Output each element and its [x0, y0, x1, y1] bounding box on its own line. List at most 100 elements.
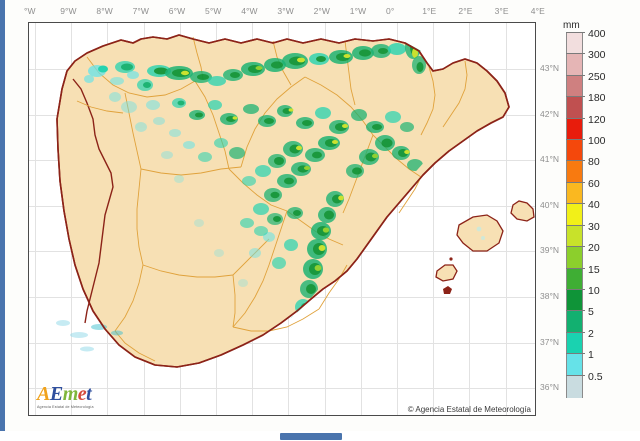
colorbar-swatch-80	[567, 161, 582, 184]
aemet-logo: AEmet Agencia Estatal de Meteorología	[37, 384, 133, 409]
graticule-parallel	[29, 388, 535, 390]
graticule-meridian	[433, 23, 435, 415]
colorbar-tick-label-60: 60	[588, 177, 600, 190]
colorbar-swatch-15	[567, 268, 582, 291]
colorbar-swatch-100	[567, 140, 582, 163]
logo-letter-a: A	[37, 383, 50, 405]
logo-letter-t: t	[86, 383, 92, 405]
colorbar-swatch-2	[567, 332, 582, 355]
lat-label-1: 42°N	[540, 108, 559, 119]
lat-label-2: 41°N	[540, 154, 559, 165]
colorbar-tickmark	[566, 32, 585, 33]
colorbar-swatch-40	[567, 204, 582, 227]
colorbar-swatch-1	[567, 354, 582, 377]
colorbar-tickmark	[566, 117, 585, 119]
colorbar-swatch-20	[567, 247, 582, 270]
colorbar-tick-label-180: 180	[588, 92, 606, 105]
map-canvas[interactable]: AEmet Agencia Estatal de Meteorología © …	[28, 22, 536, 416]
colorbar-tick-label-10: 10	[588, 284, 600, 297]
colorbar-swatch-250	[567, 75, 582, 98]
lon-label-10: 0°	[386, 6, 395, 16]
lat-label-0: 43°N	[540, 63, 559, 73]
graticule-meridian	[35, 23, 36, 415]
lon-label-4: 6°W	[168, 6, 186, 16]
lon-label-5: 5°W	[205, 6, 222, 16]
logo-letter-e2: e	[77, 383, 87, 405]
portugal-border	[72, 78, 114, 324]
colorbar-tick-label-120: 120	[588, 113, 606, 126]
peninsula-outline	[56, 34, 510, 368]
lon-label-12: 2°E	[458, 6, 473, 16]
colorbar-tickmark	[566, 139, 585, 141]
offshore-specks	[56, 320, 123, 352]
left-blue-rail	[0, 0, 5, 441]
colorbar-tickmark	[566, 331, 585, 333]
colorbar-tickmark	[566, 288, 585, 290]
lon-label-8: 2°W	[313, 6, 331, 16]
lon-label-2: 8°W	[96, 6, 113, 16]
lat-label-3: 40°N	[540, 199, 559, 210]
colorbar-tick-label-300: 300	[588, 49, 606, 62]
colorbar-unit-label: mm	[563, 20, 580, 31]
colorbar-tickmark	[566, 246, 585, 248]
colorbar-tick-label-30: 30	[588, 220, 600, 233]
iberia-map	[56, 34, 535, 368]
colorbar-tick-label-250: 250	[588, 70, 606, 83]
balearic-islands	[435, 200, 535, 294]
horizontal-scrollbar-thumb[interactable]	[280, 433, 342, 440]
aemet-wordmark: AEmet	[37, 384, 133, 404]
horizontal-scrollbar-track[interactable]	[0, 431, 640, 441]
colorbar-swatch-120	[567, 118, 582, 141]
colorbar-tickmark	[566, 224, 585, 226]
colorbar[interactable]	[566, 32, 583, 398]
colorbar-swatch-180	[567, 97, 582, 120]
colorbar-tick-label-40: 40	[588, 199, 600, 212]
graticule-meridian	[505, 23, 507, 415]
colorbar-tick-label-15: 15	[588, 263, 600, 276]
logo-letter-e: E	[49, 383, 63, 405]
colorbar-tickmark	[566, 353, 585, 355]
lon-label-9: 1°W	[349, 6, 367, 16]
colorbar-tick-label-100: 100	[588, 135, 606, 148]
lat-label-5: 38°N	[540, 291, 559, 301]
colorbar-tick-label-1: 1	[588, 349, 594, 362]
colorbar-tick-label-80: 80	[588, 156, 600, 169]
graticule-meridian	[397, 23, 398, 415]
colorbar-tickmark	[566, 181, 585, 183]
lon-label-13: 3°E	[494, 6, 509, 16]
colorbar-tickmark	[566, 160, 585, 162]
colorbar-tickmark	[566, 267, 585, 269]
lat-label-7: 36°N	[540, 382, 559, 393]
colorbar-tickmark	[566, 374, 585, 376]
colorbar-tickmark	[566, 74, 585, 76]
lon-label-1: 9°W	[60, 6, 77, 16]
lon-label-7: 3°W	[277, 6, 294, 16]
colorbar-swatch-400	[567, 33, 582, 55]
logo-letter-m: m	[62, 383, 79, 405]
colorbar-swatch-10	[567, 289, 582, 312]
lon-label-14: 4°E	[530, 6, 545, 16]
colorbar-swatch-60	[567, 182, 582, 205]
colorbar-tickmark	[566, 53, 585, 55]
colorbar-swatch-30	[567, 225, 582, 248]
colorbar-tick-label-20: 20	[588, 242, 600, 255]
colorbar-tickmark	[566, 310, 585, 312]
colorbar-tick-label-2: 2	[588, 327, 594, 340]
colorbar-tickmark	[566, 96, 585, 98]
lon-label-3: 7°W	[132, 6, 150, 16]
aemet-logo-subtitle: Agencia Estatal de Meteorología	[37, 405, 94, 409]
lon-label-6: 4°W	[241, 6, 258, 16]
lat-label-4: 39°N	[540, 245, 559, 256]
copyright-notice: © Agencia Estatal de Meteorología	[407, 405, 531, 414]
colorbar-tickmark	[566, 203, 585, 205]
lon-label-11: 1°E	[422, 6, 437, 16]
colorbar-swatch-0.5	[567, 375, 582, 398]
colorbar-swatch-300	[567, 54, 582, 77]
colorbar-tick-label-0.5: 0.5	[588, 370, 603, 383]
lat-label-6: 37°N	[540, 336, 559, 347]
lon-label-0: °W	[24, 6, 36, 16]
graticule-parallel	[29, 342, 535, 344]
colorbar-tick-label-5: 5	[588, 306, 594, 319]
colorbar-swatch-5	[567, 311, 582, 334]
